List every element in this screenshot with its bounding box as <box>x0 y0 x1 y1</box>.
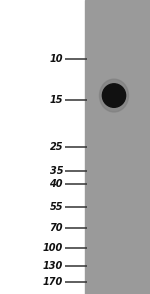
Text: 130: 130 <box>43 261 63 271</box>
Text: 70: 70 <box>50 223 63 233</box>
Ellipse shape <box>102 84 126 107</box>
Text: 25: 25 <box>50 142 63 152</box>
Text: 15: 15 <box>50 95 63 105</box>
Text: 55: 55 <box>50 202 63 212</box>
Bar <box>85 0 150 294</box>
Text: 40: 40 <box>50 179 63 189</box>
Text: 10: 10 <box>50 54 63 64</box>
Text: 100: 100 <box>43 243 63 253</box>
Ellipse shape <box>99 79 129 112</box>
Text: 35: 35 <box>50 166 63 176</box>
Text: 170: 170 <box>43 277 63 287</box>
